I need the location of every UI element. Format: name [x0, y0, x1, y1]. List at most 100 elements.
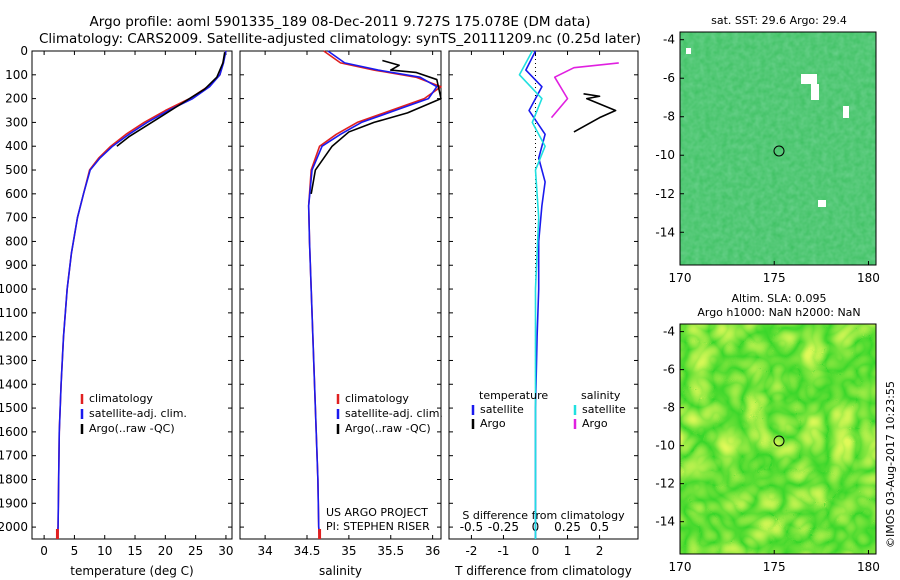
- x-tick-label: 34: [257, 544, 272, 558]
- y-tick-label: 1600: [0, 425, 28, 439]
- y-tick-label: 0: [20, 44, 28, 58]
- x-tick-label: 5: [71, 544, 79, 558]
- map-y-tick-label: -10: [655, 148, 675, 162]
- y-tick-label: 300: [5, 115, 28, 129]
- map-y-tick-label: -6: [663, 363, 675, 377]
- map-y-tick-label: -8: [663, 110, 675, 124]
- x-tick-label: 1: [564, 544, 572, 558]
- map-y-tick-label: -12: [655, 477, 675, 491]
- y-tick-label: 1400: [0, 377, 28, 391]
- temperature-panel: 0 5 10 15 20 25 30 temperature (deg C) 0 100 200 30…: [0, 44, 234, 578]
- x-axis-label: temperature (deg C): [70, 564, 193, 578]
- y-tick-label: 1200: [0, 330, 28, 344]
- map-y-tick-label: -8: [663, 401, 675, 415]
- legend-label: satellite-adj. clim.: [89, 407, 187, 420]
- y-tick-label: 1300: [0, 353, 28, 367]
- x-tick-label: -1: [497, 544, 509, 558]
- y-tick-label: 600: [5, 187, 28, 201]
- top-axis-label: S difference from climatology: [462, 509, 625, 522]
- series-line: [56, 50, 227, 540]
- sst-map-cloud-gap: [801, 74, 817, 84]
- series-line: [307, 50, 442, 540]
- series-line: [56, 50, 227, 540]
- y-tick-label: 900: [5, 258, 28, 272]
- sst-argo-marker: [773, 145, 785, 157]
- series-line: [116, 52, 226, 147]
- legend-label: Argo(..raw -QC): [89, 422, 175, 435]
- x-tick-label: 36: [425, 544, 440, 558]
- series-line: [310, 59, 442, 194]
- legend-label: Argo: [582, 417, 608, 430]
- sst-map-cloud-gap: [843, 106, 849, 118]
- salinity-panel: 34 34.5 35 35.5 36 salinity climatology satelli…: [239, 50, 443, 578]
- y-tick-label: 100: [5, 68, 28, 82]
- legend-label: climatology: [89, 392, 153, 405]
- project-line1: US ARGO PROJECT: [326, 506, 428, 519]
- x-tick-label: 15: [127, 544, 142, 558]
- legend-label: climatology: [345, 392, 409, 405]
- sst-map-title: sat. SST: 29.6 Argo: 29.4: [711, 14, 847, 27]
- y-tick-label: 1100: [0, 306, 28, 320]
- map-y-tick-label: -4: [663, 33, 675, 47]
- sla-map-frame: [679, 323, 877, 555]
- y-tick-label: 500: [5, 163, 28, 177]
- series-line: [518, 50, 546, 539]
- legend-label: Argo: [480, 417, 506, 430]
- legend-group-title: temperature: [479, 389, 548, 402]
- y-tick-label: 1500: [0, 401, 28, 415]
- series-line: [550, 62, 619, 119]
- map-y-tick-label: -14: [655, 225, 675, 239]
- y-tick-label: 200: [5, 92, 28, 106]
- x-axis-label: T difference from climatology: [454, 564, 632, 578]
- header-line2: Climatology: CARS2009. Satellite-adjuste…: [39, 31, 641, 47]
- map-x-tick-label: 170: [669, 271, 692, 285]
- legend-label: Argo(..raw -QC): [345, 422, 431, 435]
- y-tick-label: 400: [5, 139, 28, 153]
- sla-argo-marker: [773, 435, 785, 447]
- map-x-tick-label: 175: [763, 560, 786, 574]
- map-y-tick-label: -10: [655, 439, 675, 453]
- legend-label: satellite-adj. clim.: [345, 407, 443, 420]
- y-tick-label: 1800: [0, 472, 28, 486]
- x-tick-label: 10: [97, 544, 112, 558]
- x-tick-label: 34.5: [294, 544, 321, 558]
- plot-frame: [448, 50, 639, 540]
- x-tick-label: 0: [40, 544, 48, 558]
- header-line1: Argo profile: aoml 5901335_189 08-Dec-20…: [90, 14, 591, 30]
- legend-label: satellite: [582, 403, 626, 416]
- x-axis-label: salinity: [319, 564, 362, 578]
- series-line: [307, 50, 438, 540]
- project-line2: PI: STEPHEN RISER: [326, 520, 430, 533]
- sst-map-panel: sat. SST: 29.6 Argo: 29.4 170 175 180 -4 -6 -…: [655, 14, 880, 285]
- x-tick-label: 20: [158, 544, 173, 558]
- x-tick-label: 35.5: [377, 544, 404, 558]
- map-y-tick-label: -4: [663, 325, 675, 339]
- y-tick-label: 2000: [0, 520, 28, 534]
- map-y-tick-label: -6: [663, 71, 675, 85]
- map-y-tick-label: -12: [655, 187, 675, 201]
- sla-map-ticks: 170 175 180 -4 -6 -8 -10 -12 -14: [655, 325, 880, 574]
- sla-map-texture: [680, 324, 876, 554]
- plot-frame: [239, 50, 442, 540]
- sst-map-cloud-gap: [686, 48, 691, 54]
- map-x-tick-label: 180: [857, 271, 880, 285]
- y-tick-label: 700: [5, 211, 28, 225]
- top-tick-label: -0.5: [460, 520, 483, 534]
- sst-map-ticks: 170 175 180 -4 -6 -8 -10 -12 -14: [655, 33, 880, 285]
- sst-map-frame: [679, 31, 877, 266]
- top-tick-label: 0.5: [590, 520, 609, 534]
- sla-map-title2: Argo h1000: NaN h2000: NaN: [697, 306, 860, 319]
- x-tick-label: 30: [218, 544, 233, 558]
- x-tick-label: 2: [596, 544, 604, 558]
- map-x-tick-label: 175: [763, 271, 786, 285]
- y-tick-label: 1700: [0, 449, 28, 463]
- difference-panel: -2 -1 0 1 2 T difference from climatology -0.5…: [448, 50, 639, 578]
- x-tick-label: 25: [188, 544, 203, 558]
- plot-frame: [31, 50, 233, 540]
- y-tick-label: 1000: [0, 282, 28, 296]
- map-x-tick-label: 170: [669, 560, 692, 574]
- legend-group-title: salinity: [581, 389, 621, 402]
- sla-map-title1: Altim. SLA: 0.095: [731, 292, 826, 305]
- imos-credit: ©IMOS 03-Aug-2017 10:23:55: [884, 381, 897, 548]
